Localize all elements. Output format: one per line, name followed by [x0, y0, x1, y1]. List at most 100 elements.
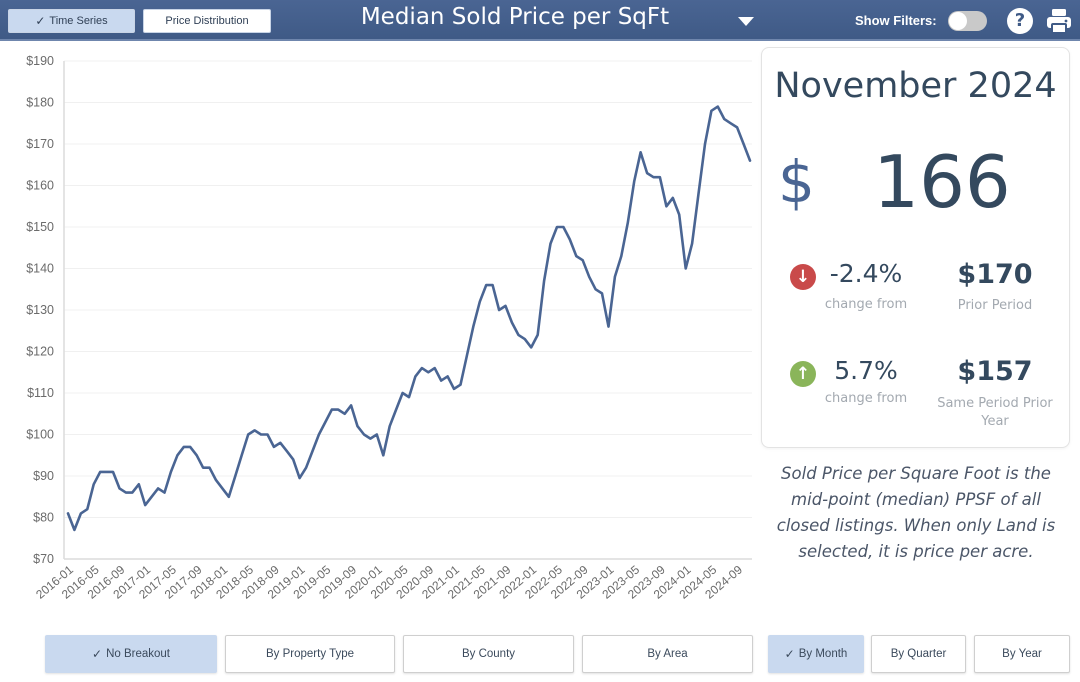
- data-point: [182, 445, 186, 449]
- data-point: [349, 403, 353, 407]
- y-tick-label: $70: [33, 552, 54, 566]
- data-point: [227, 495, 231, 499]
- tab-time-series[interactable]: ✓ Time Series: [8, 9, 135, 33]
- data-point: [381, 453, 385, 457]
- data-point: [697, 192, 701, 196]
- y-tick-label: $190: [26, 54, 54, 68]
- data-point: [214, 478, 218, 482]
- data-point: [85, 507, 89, 511]
- data-point: [542, 279, 546, 283]
- prior-change-pct: -2.4%: [829, 259, 903, 288]
- button-label: By Property Type: [266, 648, 354, 660]
- by-property-type-button[interactable]: By Property Type: [225, 635, 395, 673]
- y-tick-label: $180: [26, 96, 54, 110]
- data-point: [523, 337, 527, 341]
- data-point: [233, 474, 237, 478]
- show-filters-toggle[interactable]: [948, 11, 987, 31]
- data-point: [79, 511, 83, 515]
- y-tick-label: $120: [26, 345, 54, 359]
- line-chart: $70 $80 $90 $100 $110 $120 $130 $140 $150 $160 $17…: [0, 44, 760, 624]
- data-point: [664, 204, 668, 208]
- data-point: [684, 267, 688, 271]
- prior-year-label-line1: Same Period Prior: [937, 396, 1053, 411]
- data-point: [465, 354, 469, 358]
- data-point: [677, 213, 681, 217]
- tab-price-distribution[interactable]: Price Distribution: [143, 9, 271, 33]
- data-point: [561, 225, 565, 229]
- data-point: [137, 482, 141, 486]
- prior-change-sub: change from: [824, 297, 908, 312]
- data-point: [407, 395, 411, 399]
- metric-title: Median Sold Price per SqFt: [360, 4, 670, 30]
- data-point: [388, 424, 392, 428]
- data-point: [478, 300, 482, 304]
- data-point: [639, 150, 643, 154]
- prior-period-label: Prior Period: [957, 298, 1033, 313]
- data-point: [433, 366, 437, 370]
- data-point: [330, 408, 334, 412]
- data-point: [175, 453, 179, 457]
- print-icon[interactable]: [1045, 7, 1073, 35]
- data-point: [375, 433, 379, 437]
- data-point: [626, 221, 630, 225]
- prior-year-value: $157: [957, 356, 1033, 387]
- toggle-knob: [949, 12, 967, 30]
- data-point: [66, 511, 70, 515]
- prior-year-label: Same Period Prior Year: [925, 395, 1065, 431]
- data-point: [253, 428, 257, 432]
- data-point: [607, 325, 611, 329]
- data-point: [150, 495, 154, 499]
- data-point: [368, 437, 372, 441]
- by-year-button[interactable]: By Year: [974, 635, 1070, 673]
- data-point: [690, 242, 694, 246]
- data-point: [645, 171, 649, 175]
- data-point: [426, 370, 430, 374]
- data-point: [291, 457, 295, 461]
- data-point: [555, 225, 559, 229]
- data-point: [304, 466, 308, 470]
- data-point: [722, 117, 726, 121]
- y-tick-label: $170: [26, 137, 54, 151]
- data-point: [362, 433, 366, 437]
- dollar-icon: $: [778, 148, 815, 216]
- data-point: [118, 486, 122, 490]
- data-point: [581, 258, 585, 262]
- tab-label: Time Series: [49, 15, 108, 27]
- data-point: [143, 503, 147, 507]
- data-point: [658, 175, 662, 179]
- data-point: [420, 366, 424, 370]
- data-point: [613, 275, 617, 279]
- arrow-up-icon: ↑: [790, 361, 816, 387]
- by-area-button[interactable]: By Area: [582, 635, 753, 673]
- data-point: [130, 491, 134, 495]
- data-point: [272, 445, 276, 449]
- by-quarter-button[interactable]: By Quarter: [871, 635, 966, 673]
- caret-down-icon[interactable]: [738, 17, 754, 26]
- show-filters-label: Show Filters:: [855, 13, 937, 28]
- data-point: [259, 433, 263, 437]
- data-point: [632, 179, 636, 183]
- data-point: [497, 308, 501, 312]
- help-icon[interactable]: ?: [1007, 8, 1033, 34]
- chart-svg: $70 $80 $90 $100 $110 $120 $130 $140 $150 $160 $17…: [26, 54, 752, 602]
- data-point: [343, 412, 347, 416]
- by-county-button[interactable]: By County: [403, 635, 574, 673]
- by-month-button[interactable]: ✓ By Month: [768, 635, 864, 673]
- data-point: [587, 275, 591, 279]
- data-point: [298, 476, 302, 480]
- data-point: [278, 441, 282, 445]
- data-point: [549, 242, 553, 246]
- data-point: [195, 453, 199, 457]
- prior-year-label-line2: Year: [981, 414, 1009, 429]
- data-point: [98, 470, 102, 474]
- data-point: [484, 283, 488, 287]
- tab-label: Price Distribution: [165, 15, 249, 27]
- data-point: [735, 125, 739, 129]
- data-point: [510, 321, 514, 325]
- no-breakout-button[interactable]: ✓ No Breakout: [45, 635, 217, 673]
- year-change-pct: 5.7%: [834, 356, 898, 385]
- data-point: [124, 491, 128, 495]
- data-point: [619, 254, 623, 258]
- data-point: [208, 466, 212, 470]
- check-icon: ✓: [92, 647, 103, 661]
